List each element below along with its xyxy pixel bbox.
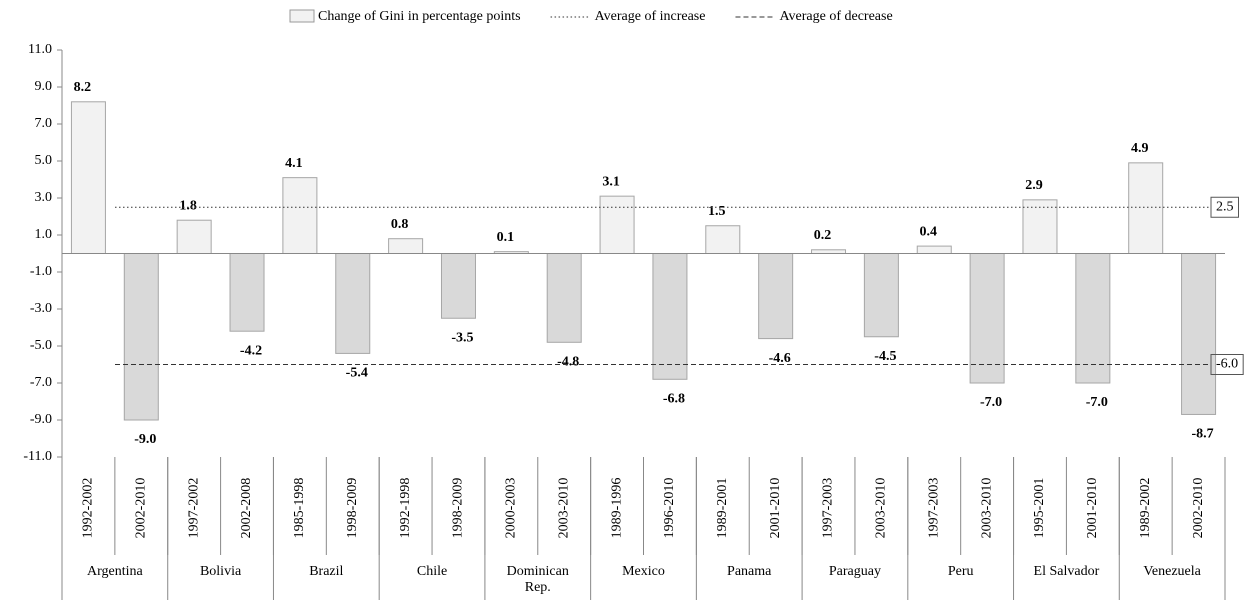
value-label: 1.5 <box>708 204 726 219</box>
x-tick-label: 2002-2010 <box>1191 478 1206 539</box>
value-label: -4.5 <box>874 349 896 364</box>
legend-swatch <box>289 9 315 23</box>
x-tick-label: 2000-2003 <box>504 478 519 539</box>
value-label: 8.2 <box>74 80 92 95</box>
group-label: Mexico <box>622 564 665 579</box>
y-tick-label: -1.0 <box>30 264 52 279</box>
group-label: Panama <box>727 564 772 579</box>
x-tick-label: 2001-2010 <box>1085 478 1100 539</box>
bar <box>705 225 741 254</box>
legend-label: Change of Gini in percentage points <box>318 9 521 24</box>
value-label: -4.2 <box>240 343 262 358</box>
y-tick-label: 3.0 <box>35 190 53 205</box>
bar <box>176 219 212 254</box>
bar <box>123 253 159 421</box>
group-label: Peru <box>947 564 974 579</box>
y-tick-label: 5.0 <box>35 153 53 168</box>
x-tick-label: 1997-2002 <box>186 478 201 539</box>
value-label: -7.0 <box>1086 395 1108 410</box>
bar <box>1128 162 1164 255</box>
bar <box>335 253 371 354</box>
bar <box>652 253 688 380</box>
bar <box>969 253 1005 384</box>
bar <box>916 245 952 255</box>
x-tick-label: 1998-2009 <box>345 478 360 539</box>
bar <box>1181 253 1217 415</box>
y-tick-label: 11.0 <box>28 42 52 57</box>
value-label: -6.8 <box>663 392 685 407</box>
value-label: 2.9 <box>1025 178 1043 193</box>
y-tick-label: -7.0 <box>30 375 52 390</box>
bar <box>863 253 899 338</box>
bar <box>599 195 635 254</box>
x-tick-label: 1985-1998 <box>292 478 307 539</box>
value-label: 0.1 <box>497 230 515 245</box>
y-tick-label: -9.0 <box>30 412 52 427</box>
bar <box>440 253 476 319</box>
bar <box>758 253 794 340</box>
bar <box>1022 199 1058 255</box>
bar <box>70 101 106 254</box>
value-label: 3.1 <box>602 174 620 189</box>
group-label: Argentina <box>86 564 143 579</box>
group-label: Brazil <box>309 564 344 579</box>
value-label: 1.8 <box>179 198 197 213</box>
x-tick-label: 1989-2002 <box>1138 478 1153 539</box>
x-tick-label: 2003-2010 <box>874 478 889 539</box>
y-tick-label: -3.0 <box>30 301 52 316</box>
bar <box>388 238 424 254</box>
y-tick-label: 9.0 <box>35 79 53 94</box>
bar <box>1075 253 1111 384</box>
x-tick-label: 2002-2008 <box>239 478 254 539</box>
legend-label: Average of decrease <box>779 9 892 24</box>
x-tick-label: 1996-2010 <box>662 478 677 539</box>
x-tick-label: 1998-2009 <box>451 478 466 539</box>
value-label: -4.8 <box>557 355 579 370</box>
reference-box <box>1210 354 1244 375</box>
x-tick-label: 2003-2010 <box>556 478 571 539</box>
y-tick-label: -5.0 <box>30 338 52 353</box>
group-label: El Salvador <box>1033 564 1100 579</box>
y-tick-label: 1.0 <box>35 227 53 242</box>
bar <box>229 253 265 332</box>
value-label: -5.4 <box>346 366 368 381</box>
value-label: -7.0 <box>980 395 1002 410</box>
value-label: 4.1 <box>285 156 303 171</box>
value-label: -4.6 <box>769 351 791 366</box>
x-tick-label: 1992-2002 <box>81 478 96 539</box>
group-label: Dominican Rep. <box>506 564 569 595</box>
bar <box>546 253 582 343</box>
x-tick-label: 2002-2010 <box>134 478 149 539</box>
value-label: -3.5 <box>451 330 473 345</box>
value-label: -8.7 <box>1191 427 1213 442</box>
reference-box <box>1210 196 1239 218</box>
value-label: 0.4 <box>920 224 938 239</box>
value-label: 0.2 <box>814 228 832 243</box>
value-label: 4.9 <box>1131 141 1149 156</box>
group-label: Chile <box>416 564 448 579</box>
group-label: Venezuela <box>1143 564 1201 579</box>
y-tick-label: -11.0 <box>23 449 52 464</box>
legend-label: Average of increase <box>595 9 706 24</box>
x-tick-label: 2003-2010 <box>979 478 994 539</box>
x-tick-label: 1995-2001 <box>1032 478 1047 539</box>
value-label: 0.8 <box>391 217 409 232</box>
bar <box>811 249 847 255</box>
x-tick-label: 1997-2003 <box>821 478 836 539</box>
x-tick-label: 2001-2010 <box>768 478 783 539</box>
reference-label: -6.0 <box>1216 357 1238 372</box>
y-tick-label: 7.0 <box>35 116 53 131</box>
x-tick-label: 1997-2003 <box>926 478 941 539</box>
x-tick-label: 1992-1998 <box>398 478 413 539</box>
group-label: Paraguay <box>828 564 881 579</box>
x-tick-label: 1989-1996 <box>609 478 624 539</box>
x-tick-label: 1989-2001 <box>715 478 730 539</box>
value-label: -9.0 <box>134 432 156 447</box>
group-label: Bolivia <box>199 564 242 579</box>
reference-label: 2.5 <box>1216 199 1234 214</box>
bar <box>282 177 318 254</box>
